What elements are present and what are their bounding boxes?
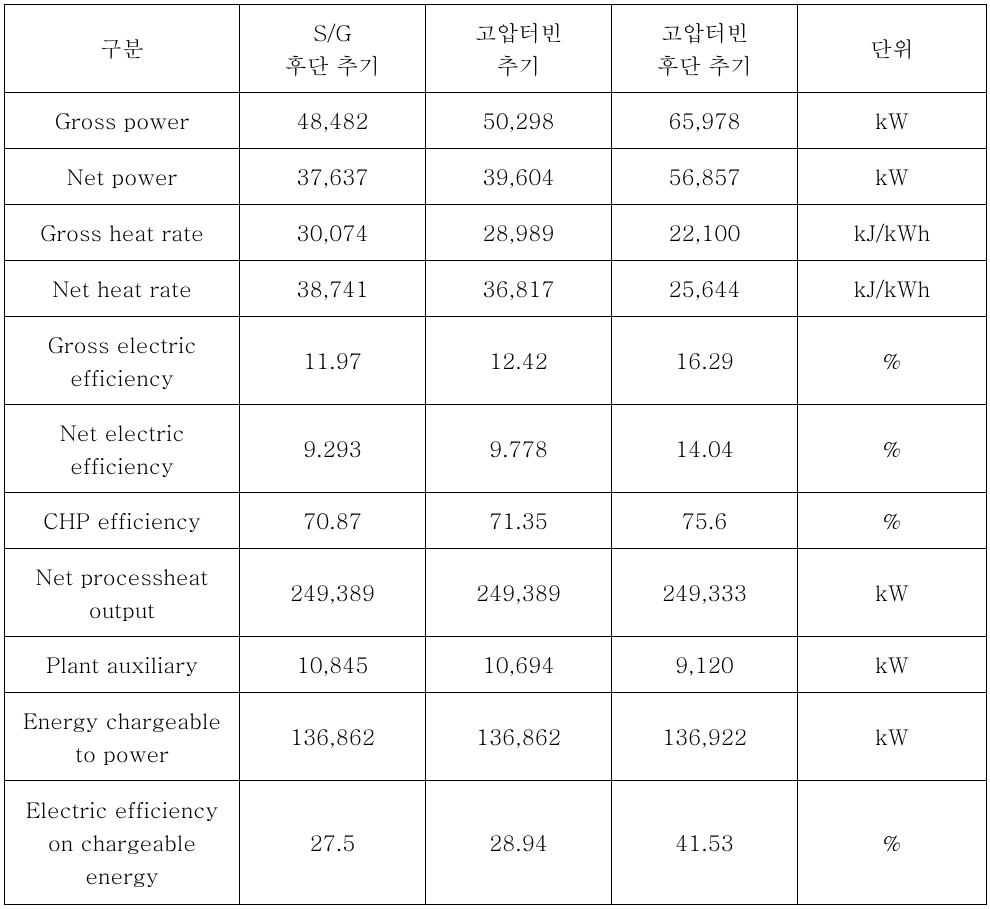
- row-unit: kW: [798, 549, 987, 637]
- row-value-2: 28,989: [426, 205, 612, 261]
- row-value-3: 16.29: [612, 317, 798, 405]
- row-value-3: 9,120: [612, 637, 798, 693]
- table-row: Net processheatoutput249,389249,389249,3…: [5, 549, 987, 637]
- row-value-1: 9.293: [240, 405, 426, 493]
- column-header-label: 구분: [5, 5, 240, 93]
- column-header-hp-extract: 고압터빈추기: [426, 5, 612, 93]
- row-label: Plant auxiliary: [5, 637, 240, 693]
- row-value-3: 136,922: [612, 693, 798, 781]
- row-value-1: 249,389: [240, 549, 426, 637]
- row-value-1: 37,637: [240, 149, 426, 205]
- row-value-1: 38,741: [240, 261, 426, 317]
- row-label: Energy chargeableto power: [5, 693, 240, 781]
- row-unit: kJ/kWh: [798, 261, 987, 317]
- row-label: Gross electricefficiency: [5, 317, 240, 405]
- row-value-2: 50,298: [426, 93, 612, 149]
- row-value-2: 28.94: [426, 781, 612, 905]
- column-header-unit: 단위: [798, 5, 987, 93]
- row-value-1: 30,074: [240, 205, 426, 261]
- row-value-1: 70.87: [240, 493, 426, 549]
- row-value-3: 41.53: [612, 781, 798, 905]
- table-body: Gross power48,48250,29865,978kWNet power…: [5, 93, 987, 905]
- row-value-1: 10,845: [240, 637, 426, 693]
- row-unit: kW: [798, 93, 987, 149]
- row-unit: %: [798, 317, 987, 405]
- column-header-hp-rear: 고압터빈후단 추기: [612, 5, 798, 93]
- row-unit: kJ/kWh: [798, 205, 987, 261]
- row-value-3: 65,978: [612, 93, 798, 149]
- row-label: Net electricefficiency: [5, 405, 240, 493]
- table-row: Gross electricefficiency11.9712.4216.29%: [5, 317, 987, 405]
- row-unit: %: [798, 493, 987, 549]
- row-value-3: 56,857: [612, 149, 798, 205]
- row-value-2: 9.778: [426, 405, 612, 493]
- table-row: Plant auxiliary10,84510,6949,120kW: [5, 637, 987, 693]
- column-header-sg: S/G후단 추기: [240, 5, 426, 93]
- row-label: Net power: [5, 149, 240, 205]
- row-value-2: 10,694: [426, 637, 612, 693]
- row-unit: %: [798, 405, 987, 493]
- row-label: Gross heat rate: [5, 205, 240, 261]
- row-value-1: 27.5: [240, 781, 426, 905]
- row-label: Electric efficiencyon chargeableenergy: [5, 781, 240, 905]
- row-value-3: 14.04: [612, 405, 798, 493]
- table-row: Net electricefficiency9.2939.77814.04%: [5, 405, 987, 493]
- table-row: Net power37,63739,60456,857kW: [5, 149, 987, 205]
- row-value-2: 36,817: [426, 261, 612, 317]
- row-unit: %: [798, 781, 987, 905]
- row-unit: kW: [798, 693, 987, 781]
- row-value-1: 136,862: [240, 693, 426, 781]
- row-value-2: 12.42: [426, 317, 612, 405]
- row-value-3: 25,644: [612, 261, 798, 317]
- table-row: Electric efficiencyon chargeableenergy27…: [5, 781, 987, 905]
- row-value-2: 71.35: [426, 493, 612, 549]
- row-label: Net heat rate: [5, 261, 240, 317]
- table-header-row: 구분 S/G후단 추기 고압터빈추기 고압터빈후단 추기 단위: [5, 5, 987, 93]
- data-table: 구분 S/G후단 추기 고압터빈추기 고압터빈후단 추기 단위 Gross po…: [4, 4, 987, 905]
- row-value-2: 136,862: [426, 693, 612, 781]
- table-row: Energy chargeableto power136,862136,8621…: [5, 693, 987, 781]
- table-row: Gross heat rate30,07428,98922,100kJ/kWh: [5, 205, 987, 261]
- row-value-1: 48,482: [240, 93, 426, 149]
- table-row: CHP efficiency70.8771.3575.6%: [5, 493, 987, 549]
- table-row: Net heat rate38,74136,81725,644kJ/kWh: [5, 261, 987, 317]
- row-value-2: 39,604: [426, 149, 612, 205]
- row-unit: kW: [798, 149, 987, 205]
- row-value-1: 11.97: [240, 317, 426, 405]
- table-row: Gross power48,48250,29865,978kW: [5, 93, 987, 149]
- row-label: Net processheatoutput: [5, 549, 240, 637]
- row-value-2: 249,389: [426, 549, 612, 637]
- row-label: Gross power: [5, 93, 240, 149]
- row-value-3: 249,333: [612, 549, 798, 637]
- row-unit: kW: [798, 637, 987, 693]
- row-label: CHP efficiency: [5, 493, 240, 549]
- row-value-3: 22,100: [612, 205, 798, 261]
- row-value-3: 75.6: [612, 493, 798, 549]
